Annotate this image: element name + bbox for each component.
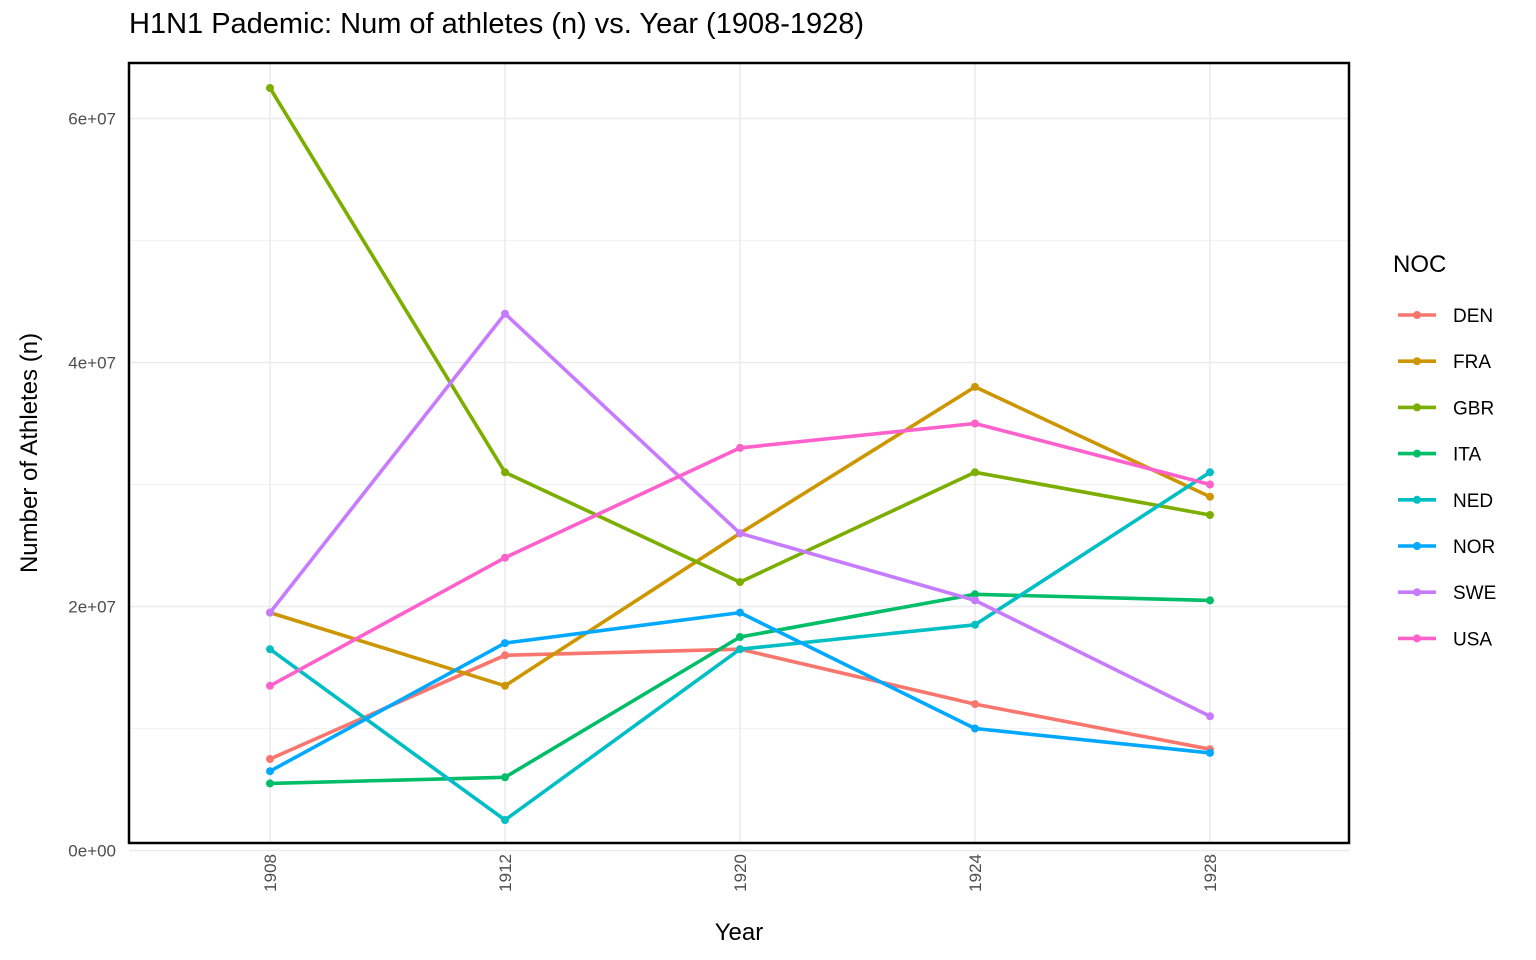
legend-item-ita: ITA bbox=[1398, 445, 1481, 466]
legend-item-ned: NED bbox=[1398, 491, 1493, 512]
data-point bbox=[1206, 468, 1214, 477]
data-point bbox=[266, 84, 274, 92]
legend-key-point bbox=[1413, 495, 1421, 504]
legend-label: SWE bbox=[1453, 583, 1496, 604]
legend-key-point bbox=[1413, 588, 1421, 597]
legend-label: FRA bbox=[1453, 352, 1491, 373]
series-swe bbox=[266, 309, 1214, 721]
chart-title: H1N1 Pademic: Num of athletes (n) vs. Ye… bbox=[129, 8, 865, 40]
legend-label: USA bbox=[1453, 629, 1492, 650]
data-point bbox=[736, 645, 744, 654]
data-point bbox=[501, 309, 509, 318]
data-point bbox=[501, 816, 509, 824]
data-point bbox=[1206, 511, 1214, 519]
legend-title: NOC bbox=[1393, 251, 1446, 278]
legend-item-den: DEN bbox=[1398, 306, 1493, 327]
data-point bbox=[736, 443, 744, 452]
x-tick-label: 1912 bbox=[496, 854, 515, 892]
x-tick-label: 1924 bbox=[966, 854, 985, 892]
grid-lines bbox=[129, 63, 1349, 852]
data-point bbox=[266, 779, 274, 788]
legend-label: DEN bbox=[1453, 306, 1493, 327]
data-point bbox=[971, 468, 979, 477]
legend-item-usa: USA bbox=[1398, 629, 1492, 650]
y-tick-label: 2e+07 bbox=[68, 598, 116, 617]
data-point bbox=[736, 529, 744, 538]
data-point bbox=[1206, 712, 1214, 721]
legend-key-point bbox=[1413, 311, 1421, 319]
data-point bbox=[971, 700, 979, 709]
data-point bbox=[266, 681, 274, 690]
legend-key-point bbox=[1413, 634, 1421, 643]
legend-key-point bbox=[1413, 542, 1421, 550]
y-tick-label: 0e+00 bbox=[68, 842, 116, 861]
y-axis-ticks: 0e+00 2e+07 4e+07 6e+07 bbox=[68, 110, 116, 861]
x-tick-label: 1920 bbox=[731, 854, 750, 892]
data-point bbox=[1206, 596, 1214, 605]
legend-label: GBR bbox=[1453, 398, 1494, 419]
series-usa bbox=[266, 419, 1214, 690]
data-point bbox=[736, 578, 744, 587]
y-tick-label: 4e+07 bbox=[68, 354, 116, 373]
data-point bbox=[266, 755, 274, 763]
legend-key-point bbox=[1413, 403, 1421, 412]
y-tick-label: 6e+07 bbox=[68, 110, 116, 129]
data-point bbox=[1206, 480, 1214, 489]
data-point bbox=[971, 419, 979, 428]
data-point bbox=[501, 553, 509, 562]
series-ned bbox=[266, 468, 1214, 824]
data-point bbox=[501, 773, 509, 782]
data-point bbox=[501, 651, 509, 660]
legend-item-nor: NOR bbox=[1398, 537, 1495, 558]
data-point bbox=[971, 382, 979, 391]
series-ita bbox=[266, 590, 1214, 788]
legend-label: NOR bbox=[1453, 537, 1495, 558]
data-point bbox=[266, 608, 274, 617]
series-nor bbox=[266, 608, 1214, 776]
data-point bbox=[736, 633, 744, 641]
data-point bbox=[736, 608, 744, 617]
legend-item-fra: FRA bbox=[1398, 352, 1491, 373]
legend-key-point bbox=[1413, 357, 1421, 366]
legend-label: ITA bbox=[1453, 445, 1481, 466]
legend: NOC DEN FRA GBR ITA NED NOR SWE USA bbox=[1393, 251, 1496, 650]
data-point bbox=[1206, 492, 1214, 501]
plot-panel-border bbox=[127, 61, 1351, 845]
series-lines bbox=[266, 84, 1214, 824]
legend-item-gbr: GBR bbox=[1398, 398, 1494, 419]
x-axis-title: Year bbox=[715, 919, 764, 946]
data-point bbox=[971, 590, 979, 599]
x-tick-label: 1928 bbox=[1201, 854, 1220, 892]
legend-item-swe: SWE bbox=[1398, 583, 1496, 604]
data-point bbox=[971, 724, 979, 733]
x-tick-label: 1908 bbox=[261, 854, 280, 892]
data-point bbox=[501, 681, 509, 690]
data-point bbox=[501, 468, 509, 477]
data-point bbox=[501, 639, 509, 648]
data-point bbox=[971, 596, 979, 605]
legend-key-point bbox=[1413, 449, 1421, 458]
series-gbr bbox=[266, 84, 1214, 587]
y-axis-title: Number of Athletes (n) bbox=[16, 333, 43, 573]
data-point bbox=[266, 767, 274, 776]
data-point bbox=[971, 620, 979, 629]
legend-label: NED bbox=[1453, 491, 1493, 512]
data-point bbox=[1206, 748, 1214, 757]
x-axis-ticks: 1908 1912 1920 1924 1928 bbox=[261, 854, 1220, 892]
data-point bbox=[266, 645, 274, 654]
